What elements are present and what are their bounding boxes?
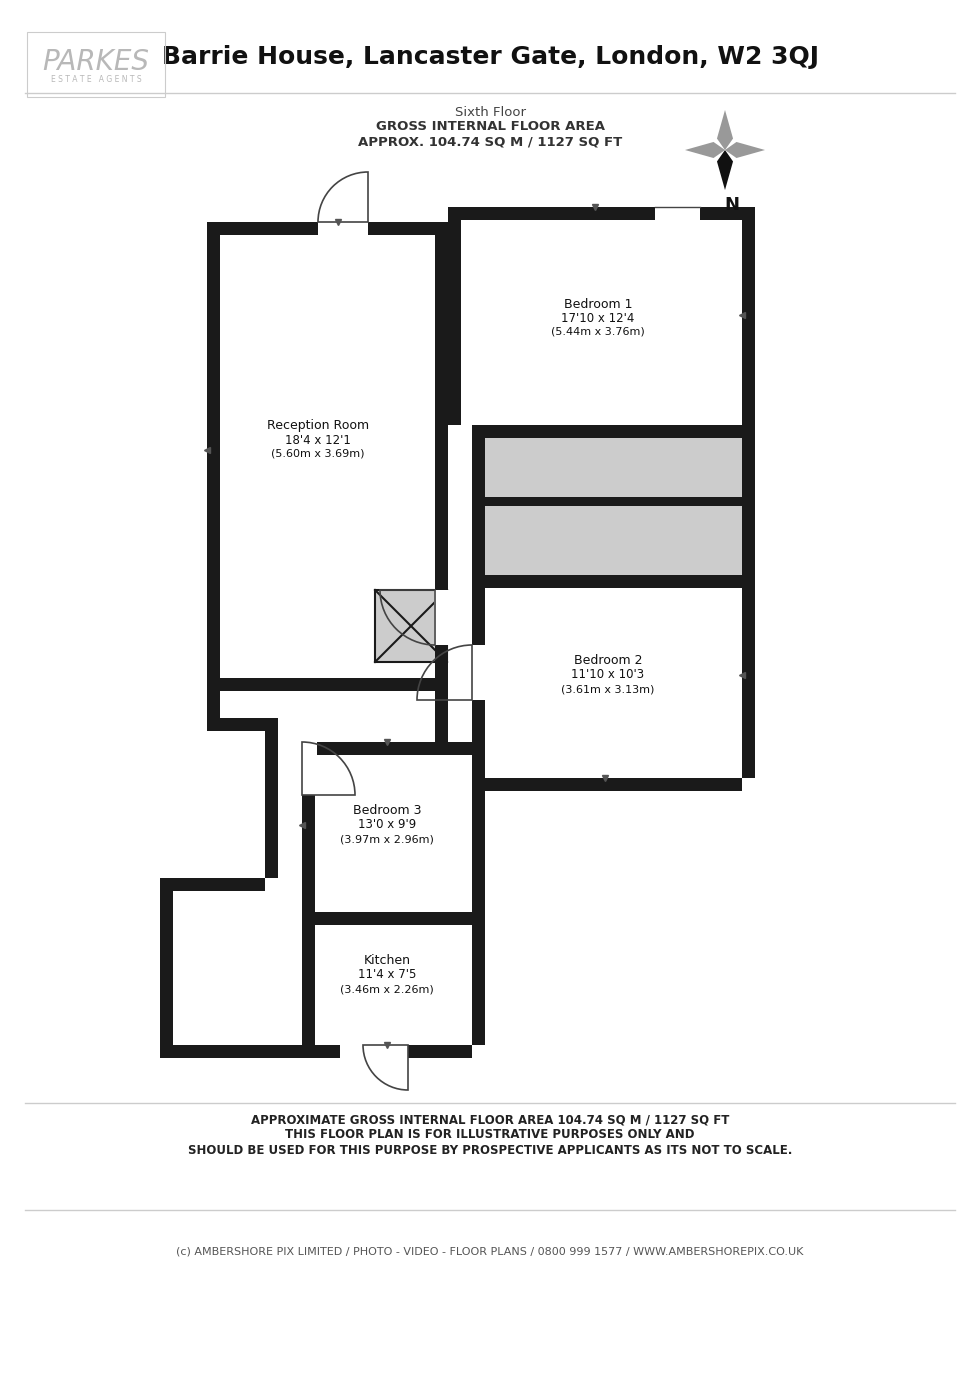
Text: GROSS INTERNAL FLOOR AREA: GROSS INTERNAL FLOOR AREA (375, 120, 605, 133)
Bar (265, 717, 278, 878)
Bar (472, 575, 742, 589)
Bar (472, 425, 485, 778)
Bar (207, 222, 318, 235)
Bar (160, 878, 302, 1046)
Bar (160, 1046, 302, 1058)
Bar (27, 32, 165, 97)
Bar (302, 742, 315, 911)
Text: APPROXIMATE GROSS INTERNAL FLOOR AREA 104.74 SQ M / 1127 SQ FT: APPROXIMATE GROSS INTERNAL FLOOR AREA 10… (251, 1114, 729, 1126)
Text: E S T A T E   A G E N T S: E S T A T E A G E N T S (51, 76, 141, 84)
Bar (302, 911, 472, 1046)
Text: Bedroom 1: Bedroom 1 (564, 298, 632, 310)
Bar (448, 206, 742, 425)
Text: 13'0 x 9'9: 13'0 x 9'9 (358, 819, 416, 831)
Polygon shape (685, 143, 725, 158)
Text: 18'4 x 12'1: 18'4 x 12'1 (285, 434, 351, 446)
Text: APPROX. 104.74 SQ M / 1127 SQ FT: APPROX. 104.74 SQ M / 1127 SQ FT (358, 136, 622, 148)
Bar (435, 222, 448, 679)
Text: Reception Room: Reception Room (267, 420, 369, 432)
Text: PARKES: PARKES (42, 48, 150, 76)
Text: 11'10 x 10'3: 11'10 x 10'3 (571, 669, 645, 681)
Bar (207, 717, 265, 731)
Bar (301, 742, 317, 795)
Bar (302, 742, 472, 755)
Text: Bedroom 2: Bedroom 2 (573, 655, 642, 668)
Bar (448, 206, 655, 220)
Bar (655, 206, 700, 222)
Text: Sixth Floor: Sixth Floor (455, 105, 525, 119)
Bar (472, 742, 485, 911)
Bar (368, 222, 448, 235)
Bar (207, 679, 302, 911)
Bar (302, 1046, 472, 1058)
Bar (302, 911, 315, 1046)
Bar (742, 206, 755, 778)
Bar (302, 911, 472, 925)
Text: (c) AMBERSHORE PIX LIMITED / PHOTO - VIDEO - FLOOR PLANS / 0800 999 1577 / WWW.A: (c) AMBERSHORE PIX LIMITED / PHOTO - VID… (176, 1246, 804, 1258)
Bar (700, 206, 742, 220)
Bar (471, 645, 487, 699)
Bar (472, 911, 485, 1046)
Bar (472, 497, 742, 506)
Text: Bedroom 3: Bedroom 3 (353, 805, 421, 817)
Bar (340, 1044, 408, 1060)
Text: N: N (724, 197, 740, 215)
Text: (5.60m x 3.69m): (5.60m x 3.69m) (271, 449, 365, 458)
Bar (472, 575, 742, 778)
Polygon shape (717, 150, 733, 190)
Bar (160, 878, 265, 891)
Text: (3.46m x 2.26m): (3.46m x 2.26m) (340, 983, 434, 994)
Bar (207, 679, 448, 691)
Bar (472, 425, 742, 438)
Bar (434, 590, 450, 645)
Bar (435, 679, 448, 742)
Text: (5.44m x 3.76m): (5.44m x 3.76m) (551, 327, 645, 337)
Bar (435, 425, 472, 778)
Bar (302, 742, 472, 911)
Text: Kitchen: Kitchen (364, 954, 411, 968)
Polygon shape (725, 143, 765, 158)
Bar (207, 222, 435, 679)
Text: Barrie House, Lancaster Gate, London, W2 3QJ: Barrie House, Lancaster Gate, London, W2… (162, 44, 818, 69)
Bar (375, 590, 447, 662)
Bar (472, 425, 742, 575)
Bar (207, 717, 265, 878)
Text: (3.97m x 2.96m): (3.97m x 2.96m) (340, 834, 434, 843)
Text: THIS FLOOR PLAN IS FOR ILLUSTRATIVE PURPOSES ONLY AND: THIS FLOOR PLAN IS FOR ILLUSTRATIVE PURP… (285, 1129, 695, 1141)
Bar (472, 778, 742, 791)
Bar (375, 590, 447, 662)
Polygon shape (717, 109, 733, 150)
Text: SHOULD BE USED FOR THIS PURPOSE BY PROSPECTIVE APPLICANTS AS ITS NOT TO SCALE.: SHOULD BE USED FOR THIS PURPOSE BY PROSP… (188, 1144, 792, 1156)
Bar (448, 206, 461, 425)
Bar (160, 878, 173, 1046)
Bar (318, 222, 368, 237)
Bar (207, 222, 220, 717)
Text: 17'10 x 12'4: 17'10 x 12'4 (562, 312, 635, 324)
Text: 11'4 x 7'5: 11'4 x 7'5 (358, 968, 416, 982)
Text: (3.61m x 3.13m): (3.61m x 3.13m) (562, 684, 655, 694)
